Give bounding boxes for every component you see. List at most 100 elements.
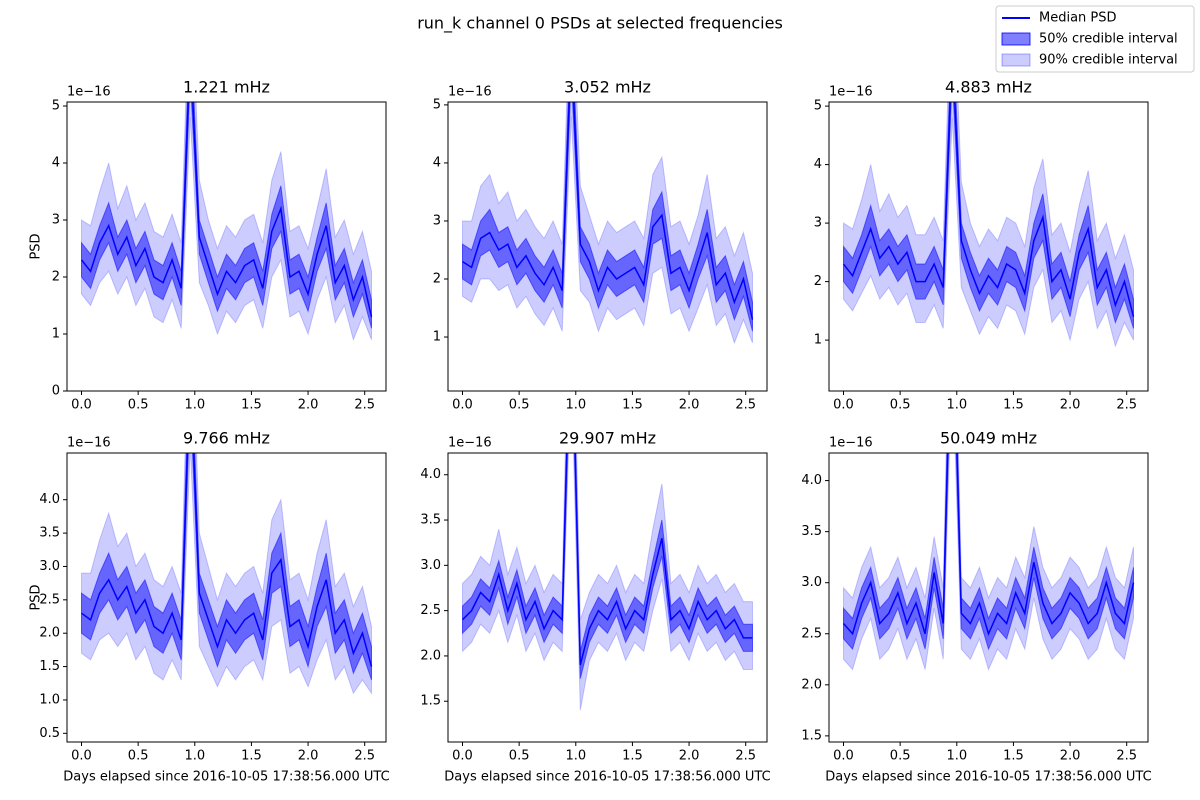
plot-area (462, 102, 754, 345)
x-tick-label: 2.0 (298, 749, 319, 764)
median-line (461, 453, 753, 666)
y-tick-label: 1 (814, 333, 822, 348)
y-tick-label: 1.5 (420, 694, 441, 709)
y-tick-label: 4.0 (39, 492, 60, 507)
x-tick-label: 0.0 (833, 749, 854, 764)
subplot-title: 3.052 mHz (564, 78, 651, 97)
x-tick-label: 2.0 (679, 749, 700, 764)
plot-area (80, 102, 373, 342)
figure-title: run_k channel 0 PSDs at selected frequen… (417, 14, 783, 34)
y-tick-label: 1 (433, 330, 441, 345)
y-offset-label: 1e−16 (67, 436, 111, 451)
x-tick-label: 1.0 (565, 749, 586, 764)
median-line (81, 453, 373, 667)
x-tick-label: 2.0 (679, 398, 700, 413)
y-tick-label: 3 (433, 213, 441, 228)
y-offset-label: 1e−16 (448, 436, 492, 451)
median-line (462, 102, 754, 320)
y-tick-label: 3.0 (39, 559, 60, 574)
y-tick-label: 0.5 (39, 726, 60, 741)
legend-label: Median PSD (1039, 11, 1117, 26)
y-tick-label: 1.5 (39, 659, 60, 674)
subplot: 0.0 0.5 1.0 1.5 2.0 2.5 1 2 3 4 5 3.052 mHz 1e−16 (433, 78, 768, 413)
subplot-title: 4.883 mHz (945, 78, 1032, 97)
x-tick-label: 0.5 (509, 749, 530, 764)
x-tick-label: 0.0 (452, 398, 473, 413)
subplot: 0.0 0.5 1.0 1.5 2.0 2.5 1.5 2.0 2.5 3.0 3.5 4.0 50.0… (801, 429, 1151, 785)
x-tick-label: 2.5 (1116, 398, 1137, 413)
y-tick-label: 1 (52, 326, 60, 341)
axes-frame (447, 101, 768, 392)
credible-band-90 (462, 453, 753, 711)
axes-frame (66, 101, 387, 392)
y-tick-label: 4 (814, 157, 822, 172)
x-tick-label: 2.5 (1116, 749, 1137, 764)
y-axis-label: PSD (29, 233, 44, 259)
x-axis-label: Days elapsed since 2016-10-05 17:38:56.0… (63, 770, 389, 785)
y-offset-label: 1e−16 (829, 436, 873, 451)
y-offset-label: 1e−16 (448, 85, 492, 100)
legend-patch (1001, 32, 1031, 46)
x-tick-label: 1.5 (241, 749, 262, 764)
subplot: 0.0 0.5 1.0 1.5 2.0 2.5 1.5 2.0 2.5 3.0 3.5 4.0 29.9… (420, 429, 770, 785)
y-tick-label: 2.0 (39, 626, 60, 641)
y-tick-label: 3.5 (420, 513, 441, 528)
y-tick-label: 2 (52, 269, 60, 284)
x-tick-label: 1.5 (622, 749, 643, 764)
x-tick-label: 0.0 (71, 749, 92, 764)
x-tick-label: 1.0 (946, 398, 967, 413)
y-tick-label: 3.0 (801, 575, 822, 590)
y-tick-label: 2.5 (801, 626, 822, 641)
x-axis-label: Days elapsed since 2016-10-05 17:38:56.0… (825, 770, 1151, 785)
y-tick-label: 4 (52, 155, 60, 170)
y-tick-label: 4 (433, 155, 441, 170)
plot-area (461, 453, 753, 711)
x-tick-label: 1.0 (946, 749, 967, 764)
subplot: 0.0 0.5 1.0 1.5 2.0 2.5 1 2 3 4 5 4.883 mHz 1e−16 (814, 78, 1149, 413)
x-tick-label: 2.0 (298, 398, 319, 413)
x-axis-label: Days elapsed since 2016-10-05 17:38:56.0… (444, 770, 770, 785)
x-tick-label: 0.5 (890, 749, 911, 764)
y-tick-label: 1.0 (39, 692, 60, 707)
y-axis-label: PSD (29, 584, 44, 610)
y-tick-label: 2.5 (39, 592, 60, 607)
y-tick-label: 2 (814, 274, 822, 289)
y-tick-label: 3 (52, 212, 60, 227)
y-tick-label: 2.5 (420, 603, 441, 618)
plot-area (842, 102, 1135, 348)
subplot-title: 29.907 mHz (559, 429, 656, 448)
y-tick-label: 2 (433, 271, 441, 286)
legend-patch (1001, 53, 1031, 67)
axes-frame (828, 452, 1149, 743)
y-tick-label: 5 (52, 98, 60, 113)
y-offset-label: 1e−16 (829, 85, 873, 100)
axes-frame (828, 101, 1149, 392)
subplot-title: 9.766 mHz (183, 429, 270, 448)
y-tick-label: 5 (814, 99, 822, 114)
x-tick-label: 1.0 (184, 398, 205, 413)
y-tick-label: 3.0 (420, 558, 441, 573)
x-tick-label: 2.5 (735, 398, 756, 413)
credible-band-50 (462, 453, 753, 679)
x-tick-label: 0.5 (128, 749, 149, 764)
x-tick-label: 2.0 (1060, 398, 1081, 413)
legend-frame (995, 5, 1195, 73)
x-tick-label: 1.5 (1003, 398, 1024, 413)
subplot: 0.0 0.5 1.0 1.5 2.0 2.5 0 1 2 3 4 5 1.221 mHz 1e−16 PS… (29, 78, 387, 413)
y-tick-label: 3.5 (801, 524, 822, 539)
y-tick-label: 3.5 (39, 526, 60, 541)
x-tick-label: 1.5 (622, 398, 643, 413)
y-offset-label: 1e−16 (67, 85, 111, 100)
y-tick-label: 4.0 (420, 467, 441, 482)
x-tick-label: 0.5 (890, 398, 911, 413)
x-tick-label: 1.0 (565, 398, 586, 413)
y-tick-label: 4.0 (801, 473, 822, 488)
y-tick-label: 2.0 (801, 677, 822, 692)
x-tick-label: 0.0 (833, 398, 854, 413)
x-tick-label: 2.5 (735, 749, 756, 764)
x-tick-label: 1.5 (241, 398, 262, 413)
y-tick-label: 0 (52, 384, 60, 399)
credible-band-90 (462, 102, 753, 345)
y-tick-label: 3 (814, 216, 822, 231)
